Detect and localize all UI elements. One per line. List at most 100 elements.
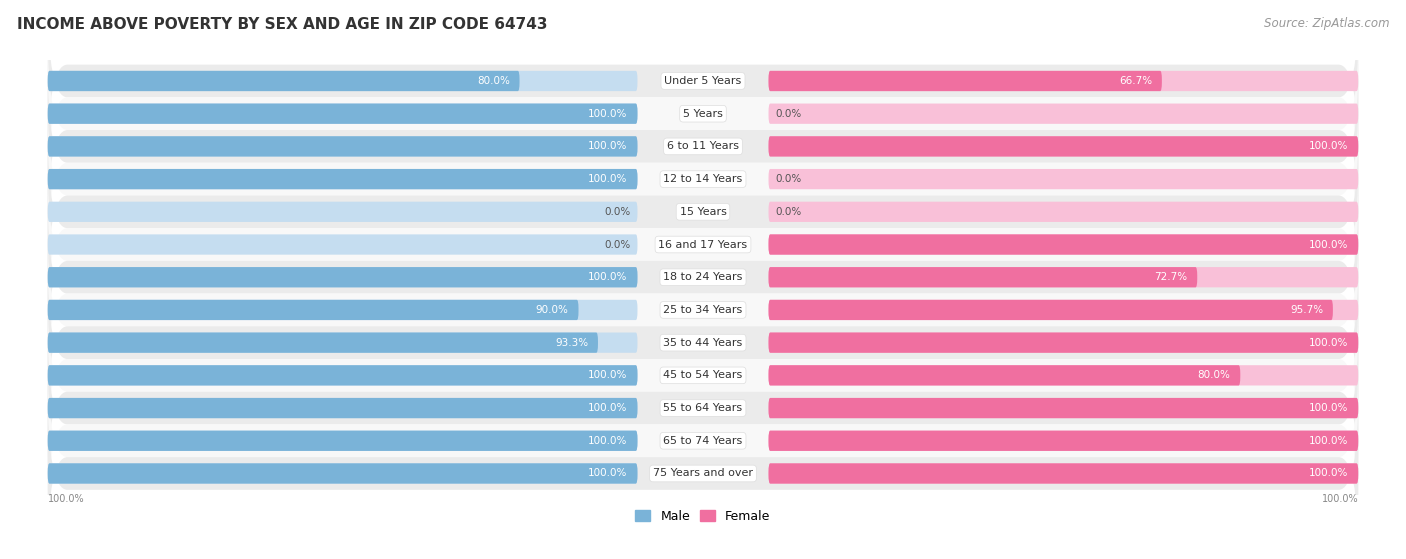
FancyBboxPatch shape xyxy=(48,392,1358,555)
Text: 15 Years: 15 Years xyxy=(679,207,727,217)
Text: 95.7%: 95.7% xyxy=(1289,305,1323,315)
FancyBboxPatch shape xyxy=(769,430,1358,451)
FancyBboxPatch shape xyxy=(48,71,520,91)
FancyBboxPatch shape xyxy=(48,97,1358,261)
FancyBboxPatch shape xyxy=(48,103,637,124)
FancyBboxPatch shape xyxy=(48,234,637,255)
Text: 0.0%: 0.0% xyxy=(605,207,631,217)
Text: 0.0%: 0.0% xyxy=(775,174,801,184)
Text: 80.0%: 80.0% xyxy=(477,76,510,86)
FancyBboxPatch shape xyxy=(48,333,598,353)
Text: 55 to 64 Years: 55 to 64 Years xyxy=(664,403,742,413)
FancyBboxPatch shape xyxy=(769,71,1161,91)
FancyBboxPatch shape xyxy=(48,32,1358,196)
Legend: Male, Female: Male, Female xyxy=(630,505,776,528)
FancyBboxPatch shape xyxy=(48,398,637,418)
Text: 93.3%: 93.3% xyxy=(555,338,588,348)
Text: 100.0%: 100.0% xyxy=(1309,468,1348,479)
FancyBboxPatch shape xyxy=(769,234,1358,255)
Text: 65 to 74 Years: 65 to 74 Years xyxy=(664,436,742,446)
Text: 5 Years: 5 Years xyxy=(683,108,723,119)
FancyBboxPatch shape xyxy=(48,65,1358,228)
Text: 100.0%: 100.0% xyxy=(1309,403,1348,413)
Text: 100.0%: 100.0% xyxy=(1322,494,1358,504)
FancyBboxPatch shape xyxy=(48,136,637,157)
FancyBboxPatch shape xyxy=(48,267,637,287)
FancyBboxPatch shape xyxy=(769,398,1358,418)
FancyBboxPatch shape xyxy=(48,463,637,484)
FancyBboxPatch shape xyxy=(48,300,637,320)
FancyBboxPatch shape xyxy=(769,169,1358,190)
Text: 100.0%: 100.0% xyxy=(588,371,627,380)
FancyBboxPatch shape xyxy=(48,326,1358,490)
Text: 16 and 17 Years: 16 and 17 Years xyxy=(658,239,748,249)
FancyBboxPatch shape xyxy=(48,136,637,157)
FancyBboxPatch shape xyxy=(769,136,1358,157)
FancyBboxPatch shape xyxy=(48,261,1358,424)
Text: 100.0%: 100.0% xyxy=(1309,239,1348,249)
FancyBboxPatch shape xyxy=(769,333,1358,353)
Text: 25 to 34 Years: 25 to 34 Years xyxy=(664,305,742,315)
FancyBboxPatch shape xyxy=(769,398,1358,418)
FancyBboxPatch shape xyxy=(48,365,637,386)
Text: 0.0%: 0.0% xyxy=(775,108,801,119)
FancyBboxPatch shape xyxy=(48,430,637,451)
Text: 0.0%: 0.0% xyxy=(605,239,631,249)
Text: 66.7%: 66.7% xyxy=(1119,76,1152,86)
FancyBboxPatch shape xyxy=(769,267,1198,287)
Text: 100.0%: 100.0% xyxy=(588,174,627,184)
FancyBboxPatch shape xyxy=(769,103,1358,124)
FancyBboxPatch shape xyxy=(48,0,1358,163)
Text: Under 5 Years: Under 5 Years xyxy=(665,76,741,86)
FancyBboxPatch shape xyxy=(48,359,1358,523)
FancyBboxPatch shape xyxy=(48,130,1358,293)
FancyBboxPatch shape xyxy=(48,196,1358,359)
Text: 45 to 54 Years: 45 to 54 Years xyxy=(664,371,742,380)
FancyBboxPatch shape xyxy=(48,202,637,222)
Text: 100.0%: 100.0% xyxy=(1309,338,1348,348)
Text: Source: ZipAtlas.com: Source: ZipAtlas.com xyxy=(1264,17,1389,30)
Text: 6 to 11 Years: 6 to 11 Years xyxy=(666,141,740,151)
FancyBboxPatch shape xyxy=(48,300,578,320)
FancyBboxPatch shape xyxy=(769,300,1333,320)
Text: 100.0%: 100.0% xyxy=(588,468,627,479)
Text: 90.0%: 90.0% xyxy=(536,305,568,315)
FancyBboxPatch shape xyxy=(48,463,637,484)
FancyBboxPatch shape xyxy=(769,71,1358,91)
Text: 80.0%: 80.0% xyxy=(1198,371,1230,380)
FancyBboxPatch shape xyxy=(769,136,1358,157)
Text: 100.0%: 100.0% xyxy=(48,494,84,504)
FancyBboxPatch shape xyxy=(769,463,1358,484)
FancyBboxPatch shape xyxy=(769,267,1358,287)
Text: 35 to 44 Years: 35 to 44 Years xyxy=(664,338,742,348)
FancyBboxPatch shape xyxy=(769,430,1358,451)
FancyBboxPatch shape xyxy=(769,463,1358,484)
FancyBboxPatch shape xyxy=(769,365,1240,386)
FancyBboxPatch shape xyxy=(769,300,1358,320)
FancyBboxPatch shape xyxy=(48,103,637,124)
Text: 18 to 24 Years: 18 to 24 Years xyxy=(664,272,742,282)
Text: 75 Years and over: 75 Years and over xyxy=(652,468,754,479)
Text: 100.0%: 100.0% xyxy=(1309,436,1348,446)
FancyBboxPatch shape xyxy=(769,365,1358,386)
FancyBboxPatch shape xyxy=(48,228,1358,392)
FancyBboxPatch shape xyxy=(48,293,1358,457)
FancyBboxPatch shape xyxy=(769,333,1358,353)
Text: 100.0%: 100.0% xyxy=(588,403,627,413)
Text: 12 to 14 Years: 12 to 14 Years xyxy=(664,174,742,184)
Text: 100.0%: 100.0% xyxy=(1309,141,1348,151)
Text: INCOME ABOVE POVERTY BY SEX AND AGE IN ZIP CODE 64743: INCOME ABOVE POVERTY BY SEX AND AGE IN Z… xyxy=(17,17,547,32)
Text: 0.0%: 0.0% xyxy=(775,207,801,217)
FancyBboxPatch shape xyxy=(769,234,1358,255)
Text: 100.0%: 100.0% xyxy=(588,141,627,151)
FancyBboxPatch shape xyxy=(48,267,637,287)
Text: 100.0%: 100.0% xyxy=(588,108,627,119)
Text: 100.0%: 100.0% xyxy=(588,436,627,446)
FancyBboxPatch shape xyxy=(48,430,637,451)
FancyBboxPatch shape xyxy=(48,365,637,386)
Text: 100.0%: 100.0% xyxy=(588,272,627,282)
FancyBboxPatch shape xyxy=(48,169,637,190)
FancyBboxPatch shape xyxy=(48,163,1358,326)
FancyBboxPatch shape xyxy=(48,71,637,91)
FancyBboxPatch shape xyxy=(48,169,637,190)
